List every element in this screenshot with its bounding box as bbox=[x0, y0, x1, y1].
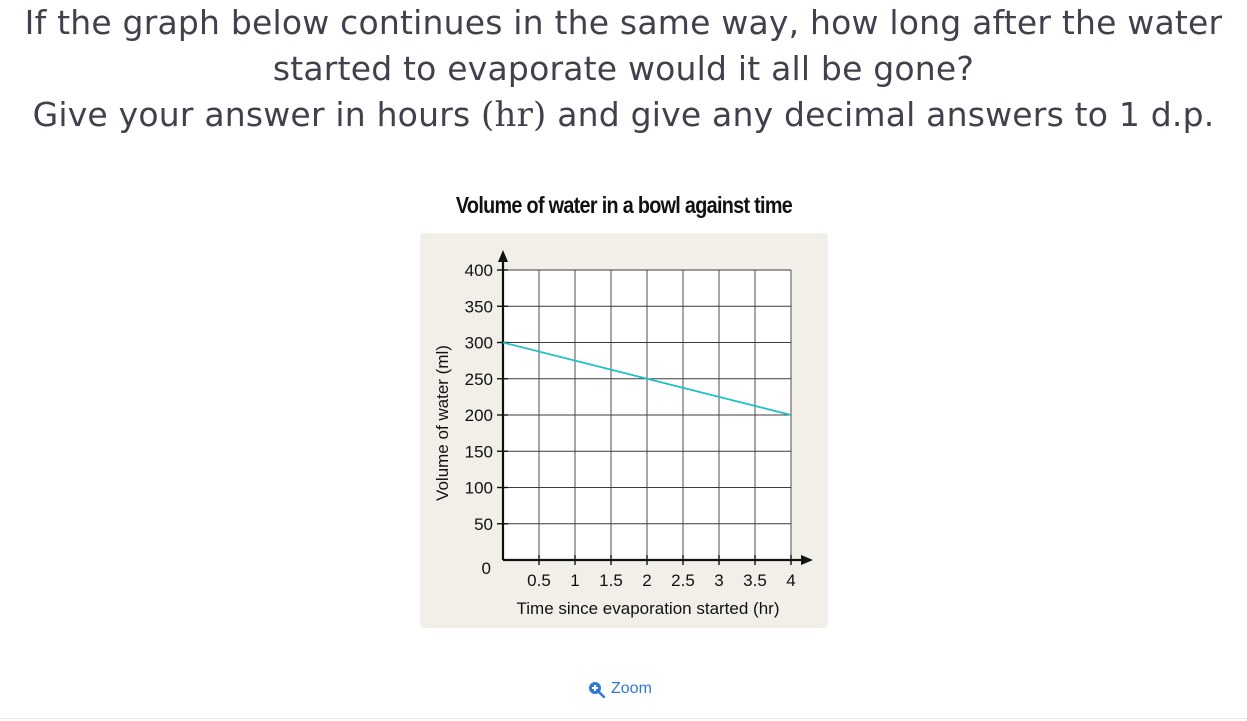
chart-grid bbox=[503, 269, 792, 560]
line-chart: 0.5 1 1.5 2 2.5 3 3.5 4 50 100 150 200 250 300 350 400 0… bbox=[433, 250, 813, 618]
y-axis-arrow bbox=[498, 250, 508, 262]
unit-hours: (hr) bbox=[481, 95, 547, 135]
origin-label: 0 bbox=[482, 559, 491, 578]
zoom-label: Zoom bbox=[611, 680, 652, 697]
y-tick-label: 300 bbox=[465, 334, 493, 353]
y-tick-label: 400 bbox=[465, 261, 493, 280]
question-line-3-end: and give any decimal answers to 1 d.p. bbox=[546, 95, 1215, 134]
x-tick-label: 2.5 bbox=[671, 571, 695, 590]
x-axis-label: Time since evaporation started (hr) bbox=[517, 599, 780, 618]
question-line-2: started to evaporate would it all be gon… bbox=[272, 49, 975, 88]
question-line-3: Give your answer in hours (hr) and give … bbox=[0, 92, 1247, 138]
series-line bbox=[502, 341, 792, 416]
y-tick-label: 100 bbox=[465, 479, 493, 498]
chart-series bbox=[502, 341, 792, 416]
zoom-in-icon bbox=[589, 681, 605, 698]
x-tick-label: 4 bbox=[786, 571, 795, 590]
zoom-button[interactable]: Zoom bbox=[588, 680, 652, 698]
question-line-1: If the graph below continues in the same… bbox=[24, 3, 1223, 42]
chart-axes bbox=[497, 250, 813, 565]
chart-panel: 0.5 1 1.5 2 2.5 3 3.5 4 50 100 150 200 250 300 350 400 0… bbox=[420, 233, 828, 628]
x-tick-label: 1.5 bbox=[599, 571, 623, 590]
y-tick-label: 50 bbox=[474, 515, 493, 534]
x-tick-label: 2 bbox=[642, 571, 651, 590]
y-tick-label: 150 bbox=[465, 442, 493, 461]
y-tick-label: 250 bbox=[465, 370, 493, 389]
question-line-3-start: Give your answer in hours bbox=[32, 95, 482, 134]
x-tick-label: 3 bbox=[714, 571, 723, 590]
y-tick-label: 200 bbox=[465, 406, 493, 425]
x-axis-arrow bbox=[801, 555, 813, 565]
x-tick-label: 3.5 bbox=[743, 571, 767, 590]
bottom-divider bbox=[0, 718, 1247, 719]
y-axis-label: Volume of water (ml) bbox=[433, 345, 452, 501]
x-tick-label: 0.5 bbox=[527, 571, 551, 590]
chart-title: Volume of water in a bowl against time bbox=[455, 192, 793, 218]
x-tick-label: 1 bbox=[570, 571, 579, 590]
chart-labels: 0.5 1 1.5 2 2.5 3 3.5 4 50 100 150 200 250 300 350 400 0… bbox=[433, 261, 796, 618]
y-tick-label: 350 bbox=[465, 297, 493, 316]
question-text: If the graph below continues in the same… bbox=[0, 0, 1247, 138]
